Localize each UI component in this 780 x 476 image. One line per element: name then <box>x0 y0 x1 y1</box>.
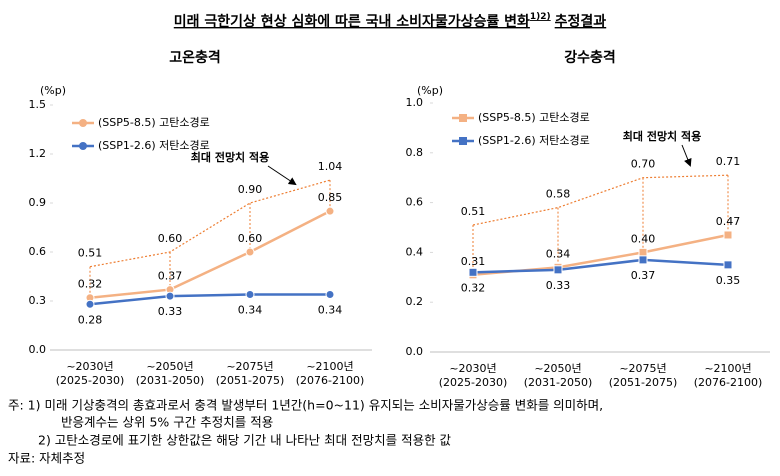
marker <box>245 247 255 257</box>
value-label: 0.28 <box>78 313 103 326</box>
chart-title: 강수충격 <box>564 49 616 66</box>
note: 반응계수는 상위 5% 구간 추정치를 적용 <box>61 415 273 430</box>
value-label: 0.90 <box>238 183 263 196</box>
x-tick-sublabel: (2031-2050) <box>524 376 593 389</box>
value-label: 0.34 <box>238 303 263 316</box>
y-tick-label: 0.3 <box>29 294 47 307</box>
value-label: 0.35 <box>716 274 741 287</box>
value-label: 0.85 <box>318 191 343 204</box>
y-tick-label: 0.0 <box>29 343 47 356</box>
marker <box>325 289 335 299</box>
x-tick-sublabel: (2031-2050) <box>136 374 205 387</box>
x-tick-label: ~2100년 <box>704 362 751 375</box>
series-line <box>89 210 331 299</box>
value-label: 0.40 <box>631 232 656 245</box>
value-label: 0.51 <box>461 205 486 218</box>
y-tick-label: 1.0 <box>406 96 424 109</box>
x-tick-label: ~2075년 <box>226 360 273 373</box>
legend-marker <box>459 137 467 145</box>
annotation-arrow <box>267 165 297 186</box>
y-tick-label: 0.9 <box>29 196 47 209</box>
value-label: 0.32 <box>461 281 486 294</box>
marker <box>85 299 95 309</box>
y-tick-label: 1.5 <box>29 98 47 111</box>
value-label: 0.71 <box>716 155 741 168</box>
y-tick-label: 0.4 <box>406 245 424 258</box>
marker <box>638 247 648 257</box>
series-line <box>472 258 729 274</box>
y-tick-label: 0.8 <box>406 146 424 159</box>
legend-label: (SSP5-8.5) 고탄소경로 <box>478 111 590 124</box>
marker <box>553 265 563 275</box>
x-tick-sublabel: (2076-2100) <box>694 376 763 389</box>
marker <box>325 206 335 216</box>
y-tick-label: 0.2 <box>406 295 424 308</box>
title-superscript: 1)2) <box>530 12 551 22</box>
value-label: 0.58 <box>546 188 571 201</box>
series-line <box>472 233 729 277</box>
legend-label: (SSP5-8.5) 고탄소경로 <box>98 116 210 129</box>
value-label: 0.60 <box>238 232 263 245</box>
annotation-arrow <box>681 144 692 167</box>
value-label: 0.34 <box>546 247 571 260</box>
annotation: 최대 전망치 적용 <box>623 129 702 143</box>
x-tick-label: ~2075년 <box>619 362 666 375</box>
x-tick-sublabel: (2051-2075) <box>609 376 678 389</box>
marker <box>723 260 733 270</box>
chart-title: 고온충격 <box>169 49 221 66</box>
value-label: 0.60 <box>158 232 183 245</box>
series-line <box>89 179 331 268</box>
value-label: 0.33 <box>546 279 571 292</box>
marker <box>245 289 255 299</box>
value-label: 0.70 <box>631 158 656 171</box>
x-tick-sublabel: (2025-2030) <box>56 374 125 387</box>
note: 주: 1) 미래 기상충격의 총효과로서 충격 발생부터 1년간(h=0~11)… <box>8 398 603 413</box>
marker <box>638 255 648 265</box>
value-label: 0.34 <box>318 303 343 316</box>
value-label: 0.32 <box>78 278 103 291</box>
x-tick-label: ~2100년 <box>306 360 353 373</box>
x-tick-label: ~2050년 <box>534 362 581 375</box>
y-tick-label: 0.6 <box>406 196 424 209</box>
series-line <box>472 174 729 226</box>
main-title: 미래 극한기상 현상 심화에 따른 국내 소비자물가상승률 변화1)2) 추정결과 <box>174 12 607 31</box>
note: 2) 고탄소경로에 표기한 상한값은 해당 기간 내 나타난 최대 전망치를 적… <box>38 433 452 448</box>
y-tick-label: 0.0 <box>406 345 424 358</box>
y-tick-label: 1.2 <box>29 147 47 160</box>
marker <box>165 291 175 301</box>
value-label: 0.33 <box>158 305 183 318</box>
legend-marker <box>459 114 467 122</box>
value-label: 0.51 <box>78 247 103 260</box>
x-tick-sublabel: (2025-2030) <box>439 376 508 389</box>
x-tick-label: ~2050년 <box>146 360 193 373</box>
legend-marker <box>79 142 87 150</box>
title-suffix: 추정결과 <box>555 13 607 30</box>
value-label: 0.37 <box>158 270 183 283</box>
y-axis-unit: (%p) <box>40 84 66 97</box>
x-tick-label: ~2030년 <box>449 362 496 375</box>
x-tick-sublabel: (2076-2100) <box>296 374 365 387</box>
marker <box>468 267 478 277</box>
marker <box>723 230 733 240</box>
value-label: 1.04 <box>318 160 343 173</box>
legend-label: (SSP1-2.6) 저탄소경로 <box>478 134 590 147</box>
annotation: 최대 전망치 적용 <box>191 150 270 164</box>
x-tick-sublabel: (2051-2075) <box>216 374 285 387</box>
y-tick-label: 0.6 <box>29 245 47 258</box>
x-tick-label: ~2030년 <box>66 360 113 373</box>
note: 자료: 자체추정 <box>8 451 85 466</box>
value-label: 0.37 <box>631 269 656 282</box>
title-text: 미래 극한기상 현상 심화에 따른 국내 소비자물가상승률 변화 <box>174 13 530 30</box>
value-label: 0.31 <box>461 255 486 268</box>
legend-marker <box>79 119 87 127</box>
series-line <box>89 293 330 306</box>
value-label: 0.47 <box>716 215 741 228</box>
y-axis-unit: (%p) <box>417 84 443 97</box>
legend-label: (SSP1-2.6) 저탄소경로 <box>98 139 210 152</box>
